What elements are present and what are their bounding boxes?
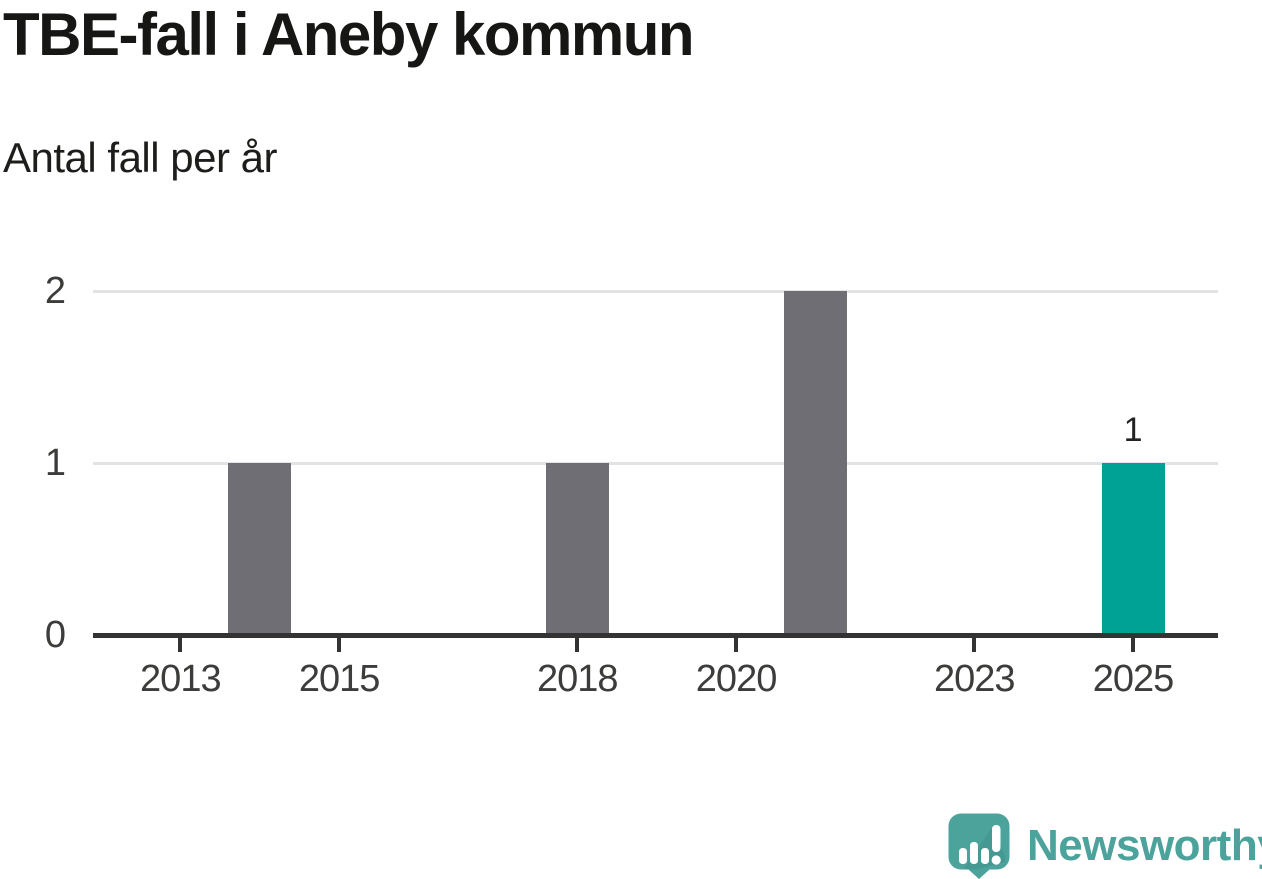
logo-bar-medium-icon [981, 848, 989, 864]
x-axis-tick-2015 [337, 638, 342, 652]
x-tick-label-2018: 2018 [537, 658, 619, 700]
x-tick-label-2025: 2025 [1092, 658, 1175, 700]
logo-bar-short-icon [959, 848, 967, 864]
bar-2014 [228, 463, 292, 635]
x-axis-tick-2013 [178, 638, 183, 652]
newsworthy-wordmark: Newsworthy [1027, 821, 1262, 870]
x-axis-line [93, 633, 1218, 638]
x-axis-tick-2018 [575, 638, 580, 652]
x-axis-tick-2023 [972, 638, 977, 652]
bar-2018 [545, 463, 609, 635]
x-axis-tick-2025 [1131, 638, 1136, 652]
x-tick-label-2015: 2015 [298, 658, 381, 700]
x-tick-label-2013: 2013 [140, 658, 222, 700]
x-tick-label-2020: 2020 [695, 658, 778, 700]
logo-exclamation-bar-icon [992, 825, 1001, 852]
gridline-y2 [93, 290, 1218, 293]
newsworthy-logo-icon [948, 813, 1010, 879]
bar-value-label: 1 [1123, 411, 1143, 449]
chart-title: TBE-fall i Aneby kommun [3, 1, 695, 68]
gridline-y1 [93, 462, 1218, 465]
x-tick-label-2023: 2023 [933, 658, 1016, 700]
bar-2021 [783, 291, 847, 635]
logo-bar-tall-icon [970, 842, 978, 864]
y-tick-label-2: 2 [44, 270, 66, 312]
y-tick-label-0: 0 [44, 614, 66, 656]
chart-subtitle: Antal fall per år [3, 134, 277, 181]
footer-brand: Newsworthy [947, 812, 1262, 879]
logo-exclamation-dot-icon [991, 855, 1001, 865]
y-tick-label-1: 1 [44, 442, 66, 484]
bar-2025 [1101, 463, 1165, 635]
x-axis-tick-2020 [734, 638, 739, 652]
